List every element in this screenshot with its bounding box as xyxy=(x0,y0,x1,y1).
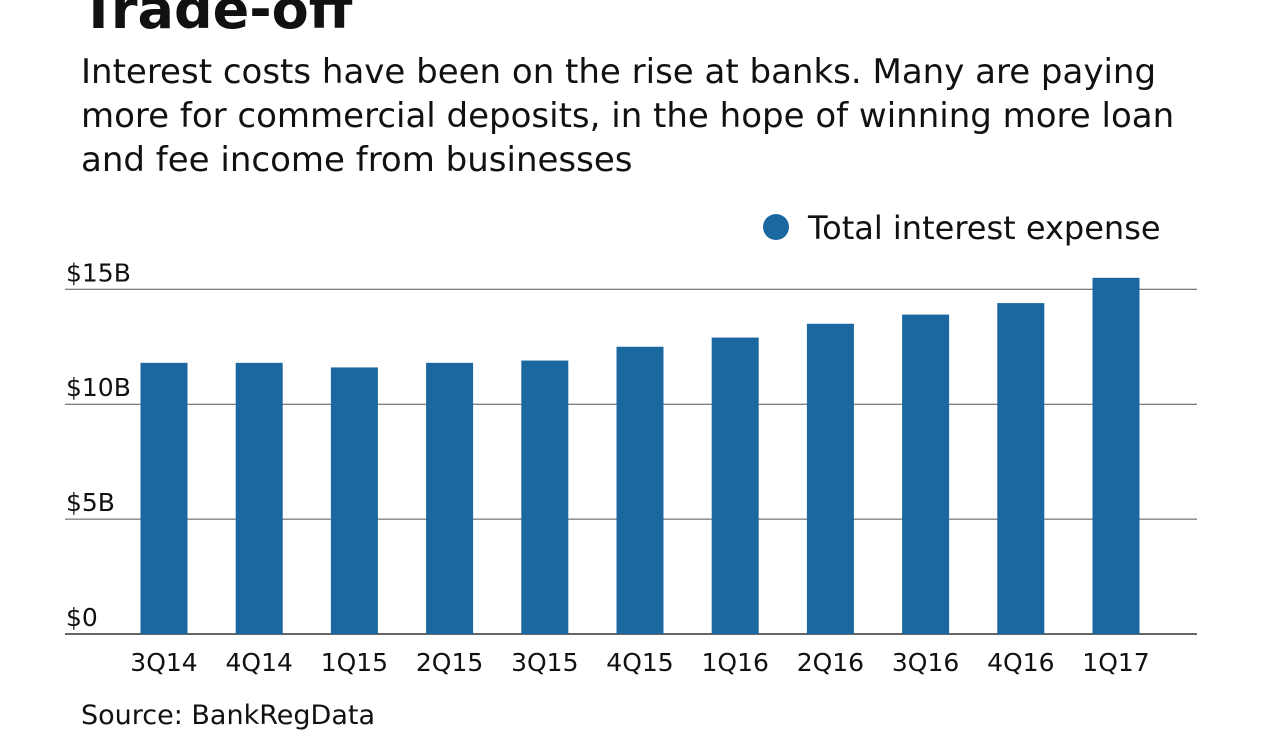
bar-3Q14 xyxy=(140,362,188,634)
bar-1Q17 xyxy=(1092,277,1140,634)
y-tick-label: $0 xyxy=(66,603,98,632)
bar-2Q16 xyxy=(806,323,854,634)
bar-4Q15 xyxy=(616,346,664,634)
chart-subtitle: Interest costs have been on the rise at … xyxy=(81,52,1175,180)
x-tick-label: 3Q14 xyxy=(130,648,197,677)
source-note: Source: BankRegData xyxy=(81,700,375,731)
x-tick-label: 1Q15 xyxy=(321,648,388,677)
x-tick-label: 4Q15 xyxy=(606,648,673,677)
bar-3Q16 xyxy=(902,314,950,634)
x-tick-label: 4Q14 xyxy=(225,648,292,677)
x-tick-label: 3Q15 xyxy=(511,648,578,677)
y-tick-label: $5B xyxy=(66,488,115,517)
x-tick-label: 2Q16 xyxy=(797,648,864,677)
bar-4Q14 xyxy=(235,362,283,634)
y-tick-label: $10B xyxy=(66,373,131,402)
x-tick-label: 1Q17 xyxy=(1082,648,1149,677)
legend-marker xyxy=(763,214,789,240)
chart-title: Trade-off xyxy=(80,0,353,41)
y-tick-label: $15B xyxy=(66,258,131,287)
bar-3Q15 xyxy=(521,360,569,634)
legend-label: Total interest expense xyxy=(807,209,1161,247)
x-tick-label: 2Q15 xyxy=(416,648,483,677)
bar-1Q15 xyxy=(330,367,378,634)
x-tick-label: 4Q16 xyxy=(987,648,1054,677)
bar-1Q16 xyxy=(711,337,759,634)
x-tick-label: 1Q16 xyxy=(701,648,768,677)
bar-4Q16 xyxy=(997,303,1045,634)
x-tick-label: 3Q16 xyxy=(892,648,959,677)
bar-2Q15 xyxy=(426,362,474,634)
